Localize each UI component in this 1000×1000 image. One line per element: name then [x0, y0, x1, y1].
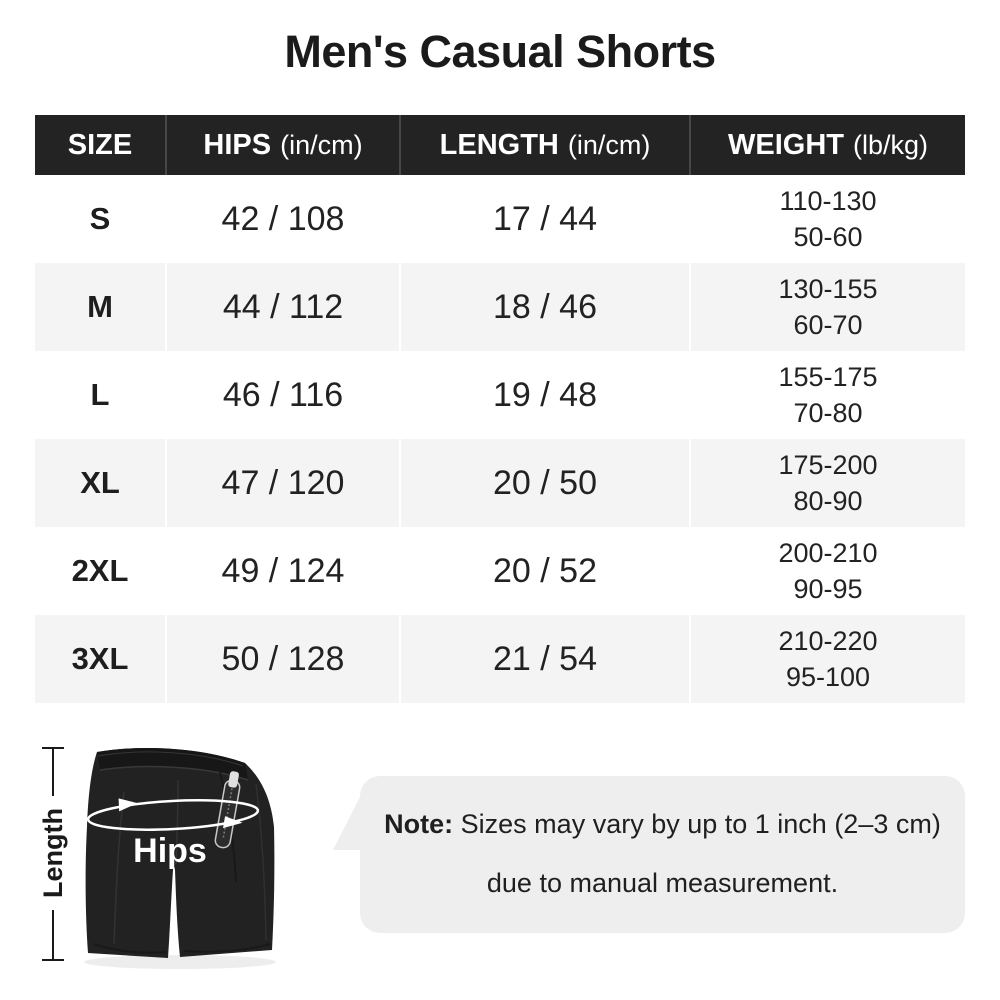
hips-ellipse [86, 799, 260, 831]
length-cell: 17 / 44 [399, 175, 690, 263]
length-cell: 21 / 54 [399, 615, 690, 703]
length-cell: 20 / 52 [399, 527, 690, 615]
table-row: 3XL 50 / 128 21 / 54 210-220 95-100 [35, 615, 965, 703]
table-row: L 46 / 116 19 / 48 155-175 70-80 [35, 351, 965, 439]
length-indicator [42, 747, 64, 961]
hips-cell: 42 / 108 [165, 175, 400, 263]
size-cell: 2XL [35, 527, 166, 615]
col-unit: (in/cm) [280, 129, 363, 160]
length-cell: 20 / 50 [399, 439, 690, 527]
weight-kg: 60-70 [793, 310, 863, 340]
length-cell: 19 / 48 [399, 351, 690, 439]
weight-kg: 95-100 [785, 662, 871, 692]
hips-arrow-left-icon [118, 798, 138, 812]
hips-arrow-right-icon [223, 816, 243, 829]
weight-lb: 175-200 [778, 450, 878, 480]
length-cell: 18 / 46 [399, 263, 690, 351]
note-text: Sizes may vary by up to 1 inch (2–3 cm) [453, 809, 941, 840]
hips-measure [86, 798, 260, 831]
col-header-hips: HIPS (in/cm) [165, 115, 400, 175]
weight-lb: 200-210 [778, 538, 878, 568]
hips-cell: 44 / 112 [165, 263, 400, 351]
page-title: Men's Casual Shorts [284, 26, 716, 77]
hips-cell: 46 / 116 [165, 351, 400, 439]
weight-lb: 110-130 [779, 186, 877, 216]
table-row: 2XL 49 / 124 20 / 52 200-210 90-95 [35, 527, 965, 615]
table-header-row: SIZE HIPS (in/cm) LENGTH (in/cm) WEIGHT (lb… [35, 115, 965, 175]
weight-lb: 155-175 [778, 362, 878, 392]
table-row: S 42 / 108 17 / 44 110-130 50-60 [35, 175, 965, 263]
weight-cell: 110-130 50-60 [689, 175, 965, 263]
col-label: WEIGHT [727, 128, 844, 161]
hips-cell: 49 / 124 [165, 527, 400, 615]
table-row: XL 47 / 120 20 / 50 175-200 80-90 [35, 439, 965, 527]
size-cell: XL [35, 439, 166, 527]
col-unit: (in/cm) [567, 129, 651, 160]
zipper-pocket [214, 771, 241, 849]
shorts-shadow [84, 955, 276, 969]
weight-kg: 80-90 [793, 486, 863, 516]
note-bubble: Note: Sizes may vary by up to 1 inch (2–… [333, 776, 965, 933]
note-label: Note: [384, 809, 454, 840]
size-cell: L [35, 351, 166, 439]
col-header-size: SIZE [35, 115, 166, 175]
size-table: SIZE HIPS (in/cm) LENGTH (in/cm) WEIGHT (lb… [35, 115, 965, 703]
hips-cell: 47 / 120 [165, 439, 400, 527]
table-row: M 44 / 112 18 / 46 130-155 60-70 [35, 263, 965, 351]
col-label: HIPS [203, 128, 272, 161]
note-line-1: Note: Sizes may vary by up to 1 inch (2–… [382, 809, 943, 840]
weight-kg: 70-80 [793, 398, 863, 428]
note-line-2: due to manual measurement. [486, 868, 839, 898]
hips-cell: 50 / 128 [165, 615, 400, 703]
weight-cell: 200-210 90-95 [689, 527, 965, 615]
hips-label: Hips [133, 832, 207, 870]
size-cell: 3XL [35, 615, 166, 703]
weight-kg: 90-95 [793, 574, 863, 604]
weight-cell: 210-220 95-100 [689, 615, 965, 703]
size-cell: S [35, 175, 166, 263]
weight-lb: 210-220 [778, 626, 878, 656]
weight-kg: 50-60 [793, 222, 863, 252]
size-cell: M [35, 263, 166, 351]
weight-lb: 130-155 [778, 274, 878, 304]
col-header-weight: WEIGHT (lb/kg) [689, 115, 965, 175]
weight-cell: 175-200 80-90 [689, 439, 965, 527]
length-label: Length [38, 808, 68, 898]
col-header-length: LENGTH (in/cm) [399, 115, 690, 175]
weight-cell: 155-175 70-80 [689, 351, 965, 439]
col-label: LENGTH [439, 128, 559, 161]
shorts-measurement-diagram: Hips Length [38, 747, 276, 969]
weight-cell: 130-155 60-70 [689, 263, 965, 351]
col-unit: (lb/kg) [852, 129, 928, 160]
col-label: SIZE [67, 128, 133, 161]
